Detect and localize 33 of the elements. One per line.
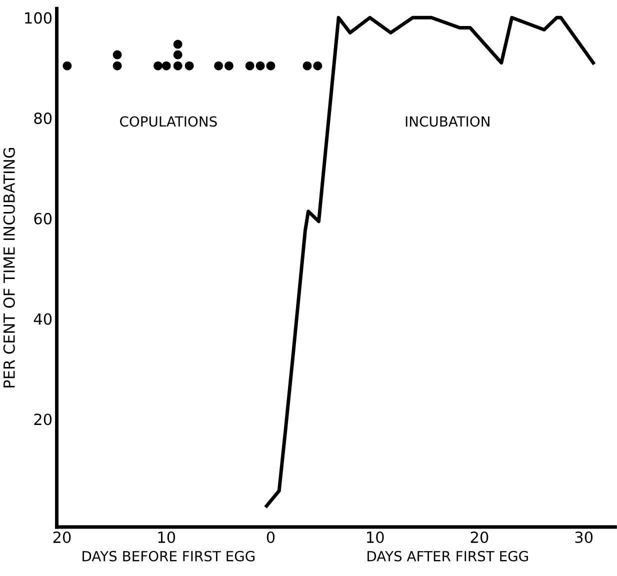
- point: [62, 61, 72, 70]
- point: [184, 61, 194, 70]
- point: [224, 61, 234, 70]
- x-tick-label: 10: [367, 531, 384, 544]
- point: [173, 50, 182, 60]
- x-tick-label: 20: [470, 531, 488, 544]
- point: [162, 61, 171, 70]
- point: [112, 61, 122, 70]
- y-tick-label: 100: [25, 12, 52, 24]
- point: [313, 61, 322, 70]
- point: [302, 61, 312, 70]
- text: DAYS AFTER FIRST EGG: [368, 550, 528, 562]
- point: [173, 40, 182, 49]
- y-tick-label: 20: [34, 414, 52, 426]
- y-tick-label: 40: [34, 313, 52, 325]
- point: [112, 50, 122, 60]
- y-tick-label: 60: [34, 212, 52, 224]
- x-tick-label: 0: [266, 531, 275, 544]
- annotation: INCUBATION: [406, 116, 490, 127]
- point: [154, 61, 163, 70]
- point: [245, 61, 254, 70]
- x-tick-label: 10: [158, 531, 176, 544]
- point: [214, 61, 224, 70]
- point: [256, 61, 265, 70]
- point: [266, 61, 276, 70]
- x-tick-label: 30: [575, 531, 593, 544]
- point: [173, 61, 182, 70]
- y-tick-label: 80: [34, 112, 52, 124]
- text: DAYS BEFORE FIRST EGG: [82, 550, 255, 562]
- annotation: COPULATIONS: [120, 116, 217, 127]
- line-series: [264, 16, 595, 508]
- x-tick-label: 20: [53, 531, 71, 544]
- y-axis-title: PER CENT OF TIME INCUBATING: [3, 148, 15, 388]
